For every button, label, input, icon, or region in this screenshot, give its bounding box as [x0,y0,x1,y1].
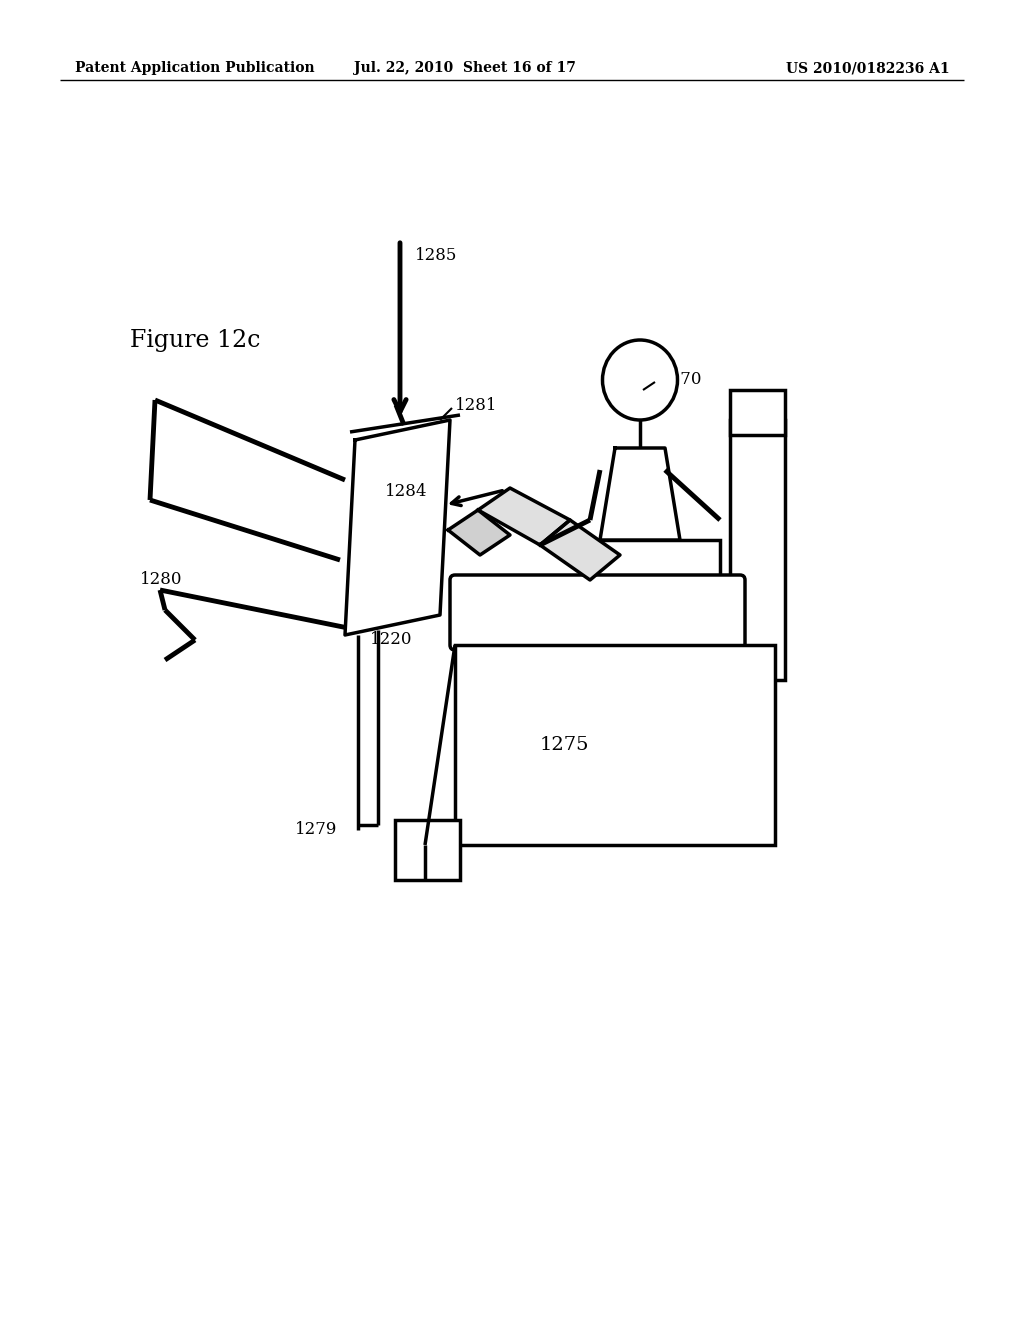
Text: Figure 12c: Figure 12c [130,329,260,351]
Polygon shape [540,520,620,579]
Text: 1279: 1279 [295,821,337,838]
Text: 1281: 1281 [455,396,498,413]
Bar [395,820,460,880]
Text: Jul. 22, 2010  Sheet 16 of 17: Jul. 22, 2010 Sheet 16 of 17 [354,61,575,75]
Text: 1280: 1280 [140,572,182,589]
Polygon shape [449,510,510,554]
Text: 1275: 1275 [540,737,590,754]
Bar [730,389,785,436]
Bar [455,645,775,845]
Polygon shape [478,488,570,545]
Text: 1285: 1285 [415,247,458,264]
Polygon shape [600,447,680,540]
Text: 1284: 1284 [385,483,427,500]
Text: US 2010/0182236 A1: US 2010/0182236 A1 [786,61,950,75]
Ellipse shape [602,341,678,420]
Text: Patent Application Publication: Patent Application Publication [75,61,314,75]
Polygon shape [345,420,450,635]
FancyBboxPatch shape [450,576,745,649]
Text: 1220: 1220 [370,631,413,648]
Text: 1270: 1270 [660,371,702,388]
Bar [580,540,720,585]
Bar [730,420,785,680]
